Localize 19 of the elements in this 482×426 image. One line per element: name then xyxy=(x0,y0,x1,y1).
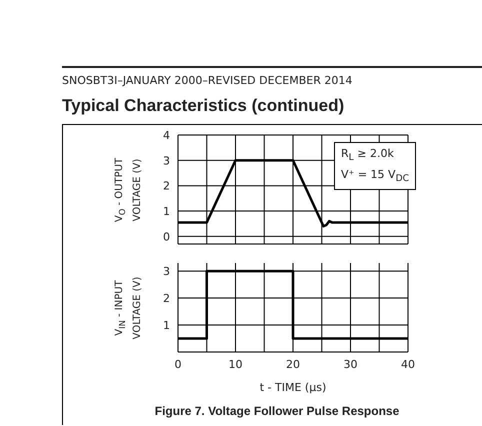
y-tick-label: 2 xyxy=(163,292,170,305)
y-tick-label: 1 xyxy=(163,204,170,218)
x-tick-label: 30 xyxy=(344,358,358,371)
x-axis-title: t - TIME (µs) xyxy=(260,381,326,394)
annotation: V⁺ = 15 V$_{DC}$ xyxy=(341,167,410,186)
x-tick-label: 0 xyxy=(174,358,182,371)
y-tick-label: 4 xyxy=(163,128,170,142)
y-tick-label: 3 xyxy=(163,154,170,168)
x-tick-label: 10 xyxy=(228,358,242,371)
x-tick-label: 20 xyxy=(286,358,300,371)
y-tick-label: 2 xyxy=(163,180,170,193)
chart-subtitle: SNOSBT3I–JANUARY 2000–REVISED DECEMBER 2014 xyxy=(62,66,482,87)
x-tick-label: 40 xyxy=(401,358,415,371)
y-tick-label: 1 xyxy=(163,318,170,332)
caption: Figure 7. Voltage Follower Pulse Response xyxy=(154,404,400,418)
y-tick-label: 3 xyxy=(163,264,170,278)
chart-title: Typical Characteristics (continued) xyxy=(62,96,344,116)
y-tick-label: 0 xyxy=(163,230,170,244)
annotation: R$_{L}$ ≥ 2.0k xyxy=(341,146,395,166)
